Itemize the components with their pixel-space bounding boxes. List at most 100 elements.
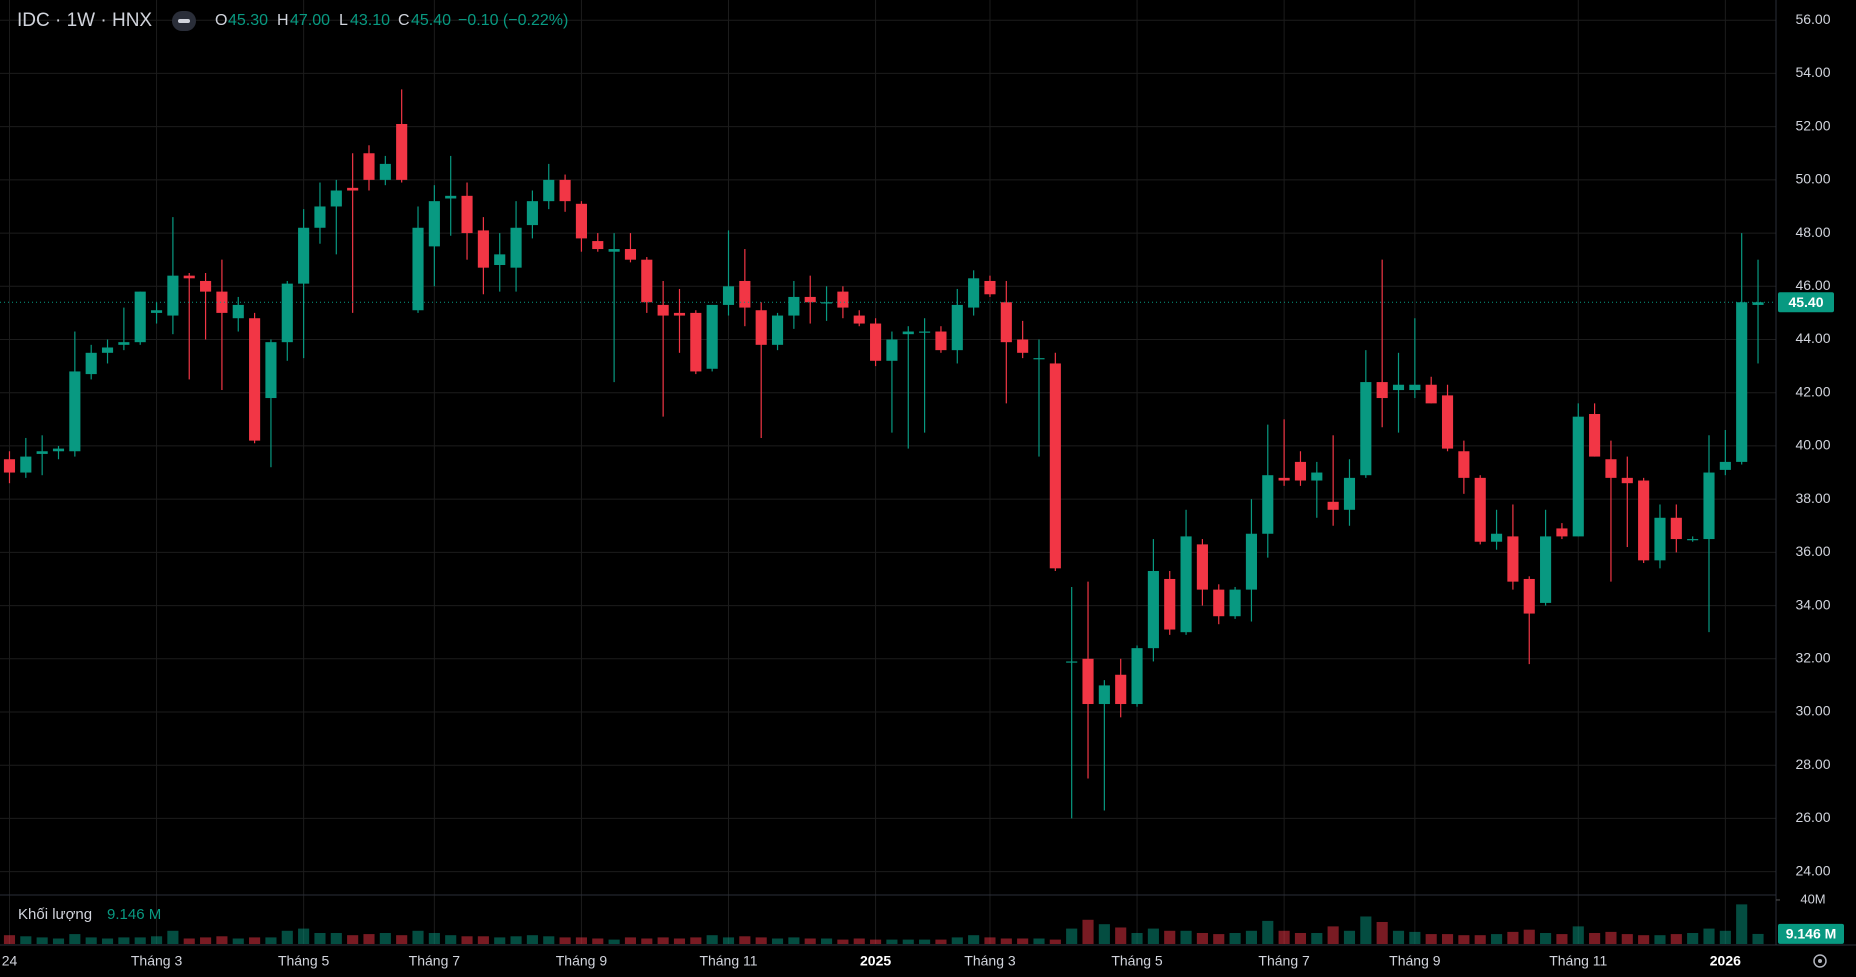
x-tick-label: Tháng 7 xyxy=(409,953,461,969)
volume-bar xyxy=(1441,934,1454,944)
candle-body xyxy=(1164,578,1176,630)
candle-body xyxy=(1278,477,1290,481)
volume-bar xyxy=(1589,932,1601,944)
ohlc-value: 43.10 xyxy=(350,12,390,29)
volume-bar xyxy=(1507,931,1519,944)
price-tag xyxy=(1778,292,1834,313)
candle-body xyxy=(1540,536,1552,603)
candle-body xyxy=(1213,589,1225,617)
settings-button[interactable] xyxy=(1813,954,1827,968)
volume-bar xyxy=(85,937,97,944)
volume-bar xyxy=(347,935,359,944)
candle-body xyxy=(1572,416,1584,537)
volume-bar xyxy=(281,930,293,944)
candle-body xyxy=(1082,658,1094,705)
volume-bar xyxy=(1213,934,1225,944)
candle-body xyxy=(101,347,114,353)
candles xyxy=(0,89,1776,819)
candle-body xyxy=(1066,661,1078,663)
y-tick-label: 50.00 xyxy=(1795,171,1830,187)
volume-pane xyxy=(3,904,1764,944)
x-tick-label: 2026 xyxy=(1710,953,1741,969)
volume-bar xyxy=(902,939,914,944)
volume-bar xyxy=(1752,933,1764,944)
candle-body xyxy=(118,342,130,345)
candle-body xyxy=(1556,528,1568,537)
ohlc-label: O xyxy=(215,12,227,29)
candle-body xyxy=(510,227,522,268)
y-tick-label: 30.00 xyxy=(1795,703,1830,719)
volume-bar xyxy=(1164,930,1176,944)
x-tick-label: Tháng 5 xyxy=(1111,953,1163,969)
volume-bar xyxy=(1147,928,1159,944)
volume-bar xyxy=(1115,927,1127,944)
volume-bar xyxy=(788,937,800,944)
candle-body xyxy=(837,291,849,308)
candle-body xyxy=(1049,363,1061,569)
volume-bar xyxy=(771,938,784,944)
volume-tag xyxy=(1778,923,1844,944)
candle-body xyxy=(1327,501,1339,510)
candle-body xyxy=(1147,570,1159,649)
y-tick-label: 52.00 xyxy=(1795,117,1830,133)
candle-body xyxy=(1605,459,1617,478)
ohlc-value: 45.40 xyxy=(411,12,451,29)
candle-body xyxy=(1376,382,1388,399)
volume-bar xyxy=(3,935,16,944)
volume-bar xyxy=(951,937,963,944)
volume-bar xyxy=(330,932,342,944)
y-tick-label: 28.00 xyxy=(1795,756,1830,772)
volume-bar xyxy=(706,935,718,944)
candle-body xyxy=(1409,384,1421,391)
candle-body xyxy=(330,190,342,207)
candle-body xyxy=(1311,472,1323,481)
volume-bar xyxy=(1082,919,1094,944)
volume-bar xyxy=(641,938,653,944)
volume-bar xyxy=(396,935,408,944)
volume-bar xyxy=(494,937,506,944)
candle-body xyxy=(477,230,489,268)
volume-bar xyxy=(526,935,538,944)
x-tick-label: Tháng 3 xyxy=(964,953,1016,969)
volume-bar xyxy=(935,939,947,944)
volume-bar xyxy=(20,936,32,944)
candle-body xyxy=(281,283,293,343)
candle-body xyxy=(1017,339,1029,353)
candle-body xyxy=(1458,451,1470,478)
candle-body xyxy=(984,280,996,295)
y-tick-label: 26.00 xyxy=(1795,809,1830,825)
volume-bar xyxy=(150,936,163,944)
x-tick-label: 24 xyxy=(2,953,18,969)
volume-tick-label: 40M xyxy=(1800,891,1825,906)
y-tick-label: 56.00 xyxy=(1795,11,1830,27)
candle-body xyxy=(396,123,408,180)
candle-body xyxy=(428,201,440,247)
volume-bar xyxy=(673,938,686,944)
candle-body xyxy=(1131,648,1143,705)
candle-body xyxy=(592,241,604,250)
volume-bar xyxy=(575,937,587,944)
settings-icon xyxy=(1813,954,1827,968)
candle-body xyxy=(1752,302,1764,305)
y-tick-label: 42.00 xyxy=(1795,383,1830,399)
candle-body xyxy=(559,179,571,202)
volume-bar xyxy=(314,932,326,944)
volume-bar xyxy=(853,938,865,944)
volume-bar xyxy=(412,930,424,944)
candle-body xyxy=(951,304,963,351)
candle-body xyxy=(641,259,653,303)
candle-body xyxy=(69,371,81,452)
candle-body xyxy=(1736,302,1748,462)
candle-body xyxy=(20,456,32,473)
volume-bar xyxy=(984,937,996,944)
candle-body xyxy=(526,201,538,226)
volume-bar xyxy=(1458,935,1470,944)
candle-body xyxy=(935,331,947,351)
volume-bar xyxy=(1311,932,1323,944)
volume-bar xyxy=(1049,939,1061,944)
candle-body xyxy=(445,195,457,199)
x-tick-label: Tháng 9 xyxy=(1389,953,1441,969)
volume-bar xyxy=(265,937,277,944)
